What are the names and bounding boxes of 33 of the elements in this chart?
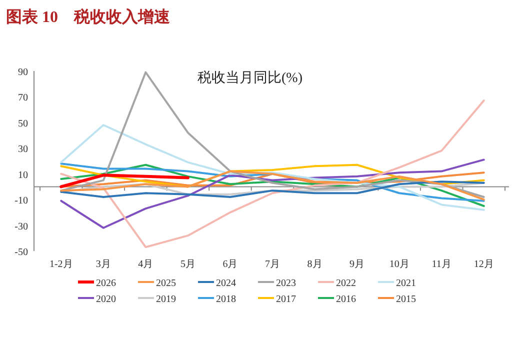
- legend-label: 2023: [276, 278, 296, 289]
- legend-label: 2025: [156, 278, 176, 289]
- y-tick-label: 10: [18, 170, 28, 181]
- x-tick-label: 10月: [389, 259, 410, 270]
- y-tick-label: 70: [18, 92, 28, 104]
- y-tick-label: -50: [14, 247, 28, 258]
- x-tick-label: 11月: [432, 259, 452, 270]
- legend-label: 2026: [96, 278, 116, 289]
- x-tick-label: 5月: [180, 259, 196, 270]
- y-tick-label: 30: [18, 144, 28, 156]
- legend-label: 2020: [96, 294, 116, 305]
- x-tick-label: 7月: [265, 259, 280, 270]
- chart-subtitle: 税收当月同比(%): [198, 70, 303, 86]
- chart-title: 图表 10 税收收入增速: [6, 8, 171, 26]
- y-tick-label: 50: [18, 118, 28, 130]
- x-tick-label: 6月: [222, 259, 238, 270]
- x-tick-label: 12月: [474, 259, 494, 270]
- legend-label: 2024: [216, 278, 236, 289]
- x-tick-label: 8月: [307, 259, 322, 270]
- legend-label: 2018: [216, 294, 236, 305]
- legend-label: 2022: [336, 278, 356, 289]
- x-tick-label: 4月: [138, 259, 154, 270]
- legend-label: 2021: [396, 278, 416, 289]
- legend-label: 2015: [396, 294, 416, 305]
- legend-label: 2016: [336, 294, 356, 305]
- y-tick-label: -30: [14, 221, 28, 232]
- x-tick-label: 1-2月: [49, 259, 73, 270]
- y-tick-label: 90: [18, 67, 28, 78]
- legend-label: 2019: [156, 294, 176, 305]
- x-tick-label: 3月: [96, 259, 111, 270]
- y-tick-label: -10: [14, 196, 28, 207]
- x-tick-label: 9月: [350, 259, 365, 270]
- legend-label: 2017: [276, 294, 296, 305]
